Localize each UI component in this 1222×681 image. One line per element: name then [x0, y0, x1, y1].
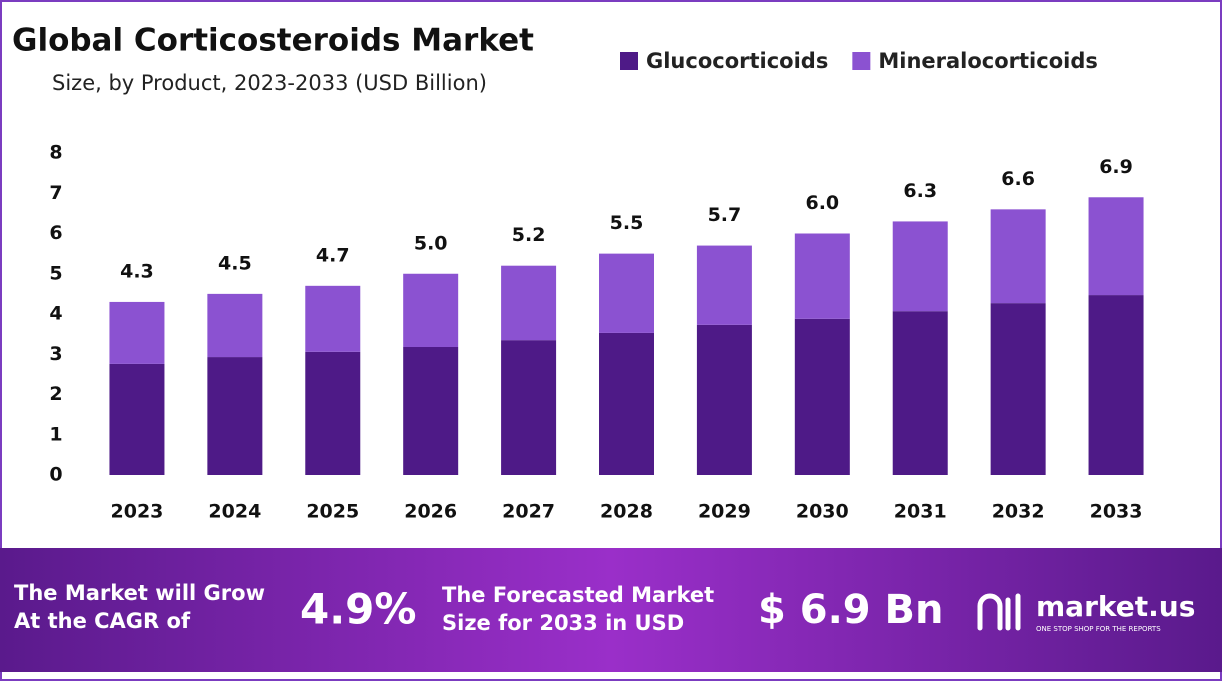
bar-segment: [207, 357, 263, 475]
x-tick-label: 2033: [1090, 501, 1143, 523]
x-tick-label: 2029: [698, 501, 751, 523]
total-label: 6.6: [1001, 168, 1035, 190]
bar-segment: [794, 233, 850, 319]
y-tick-label: 5: [49, 262, 62, 284]
total-label: 6.3: [903, 180, 937, 202]
cagr-value: 4.9%: [300, 585, 416, 634]
bar-segment: [109, 363, 165, 475]
total-label: 5.5: [610, 212, 644, 234]
legend-label: Glucocorticoids: [646, 49, 828, 73]
tagline: ONE STOP SHOP FOR THE REPORTS: [1036, 625, 1161, 633]
total-label: 4.3: [120, 260, 154, 282]
bar-segment: [403, 273, 459, 348]
x-tick-label: 2028: [600, 501, 653, 523]
bar-segment: [109, 301, 165, 364]
y-tick-label: 1: [49, 423, 62, 445]
forecast-text: The Forecasted Market Size for 2033 in US…: [442, 583, 714, 635]
chart-subtitle: Size, by Product, 2023-2033 (USD Billion…: [52, 71, 487, 95]
total-label: 4.5: [218, 252, 252, 274]
x-tick-label: 2024: [208, 501, 261, 523]
bar-segment: [501, 265, 557, 341]
y-tick-label: 4: [49, 303, 62, 325]
x-tick-label: 2027: [502, 501, 555, 523]
bar-segment: [599, 332, 654, 475]
x-tick-label: 2031: [894, 501, 947, 523]
cagr-text: The Market will Grow At the CAGR of: [14, 581, 265, 633]
total-label: 5.0: [414, 232, 448, 254]
y-tick-label: 0: [49, 464, 62, 486]
bar-segment: [403, 347, 459, 475]
bar-segment: [990, 303, 1046, 475]
bar-segment: [1088, 197, 1144, 296]
total-label: 5.7: [708, 204, 742, 226]
bar-segment: [696, 245, 752, 325]
total-label: 4.7: [316, 244, 350, 266]
y-tick-label: 7: [49, 182, 62, 204]
bar-segment: [892, 311, 948, 475]
forecast-value: $ 6.9 Bn: [758, 587, 944, 633]
legend-label: Mineralocorticoids: [878, 49, 1098, 73]
x-tick-label: 2025: [306, 501, 359, 523]
total-label: 6.9: [1099, 156, 1133, 178]
y-tick-label: 8: [49, 142, 62, 164]
bar-segment: [305, 351, 361, 475]
x-tick-label: 2030: [796, 501, 849, 523]
bar-segment: [990, 209, 1046, 304]
bar-segment: [305, 285, 361, 352]
y-tick-label: 2: [49, 383, 62, 405]
bar-segment: [696, 324, 752, 475]
total-label: 5.2: [512, 224, 546, 246]
bar-segment: [892, 221, 948, 312]
brand: market.us: [1036, 590, 1195, 623]
y-tick-label: 6: [49, 222, 62, 244]
x-tick-label: 2023: [111, 501, 164, 523]
x-tick-label: 2026: [404, 501, 457, 523]
y-tick-label: 3: [49, 343, 62, 365]
legend-swatch: [852, 52, 871, 70]
bar-segment: [501, 340, 557, 475]
bar-segment: [207, 293, 263, 358]
bar-segment: [794, 318, 850, 475]
chart-title: Global Corticosteroids Market: [12, 23, 534, 59]
bar-segment: [1088, 295, 1144, 475]
brand-logo: [977, 593, 1021, 631]
total-label: 6.0: [805, 192, 839, 214]
x-tick-label: 2032: [992, 501, 1045, 523]
legend-swatch: [620, 52, 638, 70]
bar-segment: [599, 253, 654, 333]
